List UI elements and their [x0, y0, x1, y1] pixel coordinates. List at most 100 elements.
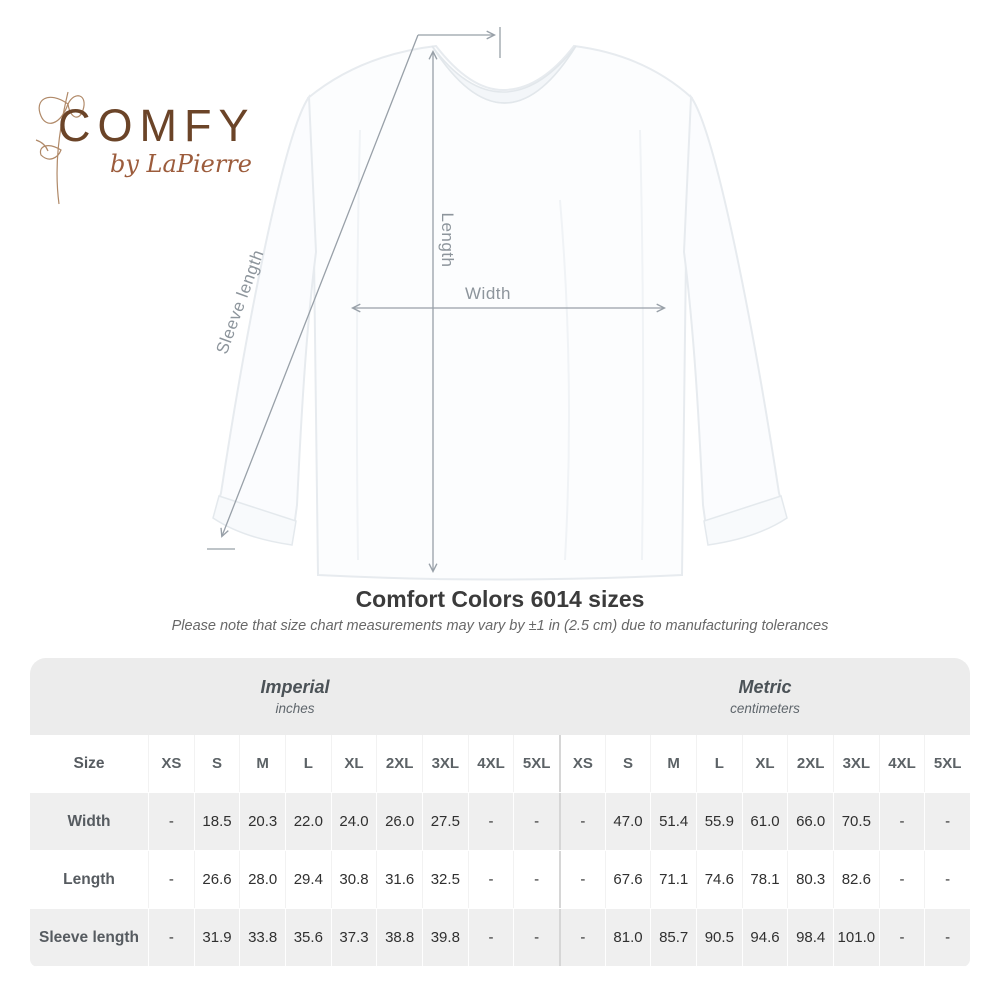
measurement-cell: 78.1	[741, 851, 788, 908]
size-column-header: Size	[73, 754, 105, 772]
shirt-body	[306, 44, 694, 581]
size-chart-table: Imperial inches Metric centimeters Size …	[30, 658, 970, 967]
size-col-header: 4XL	[467, 735, 514, 792]
measurement-cell: -	[924, 851, 970, 908]
measurement-cell: -	[513, 909, 559, 966]
size-col-header: 3XL	[833, 735, 879, 792]
measurement-cell: -	[559, 793, 605, 850]
measurement-cell: 90.5	[696, 909, 742, 966]
measurement-cell: 71.1	[650, 851, 696, 908]
size-col-header: 2XL	[787, 735, 833, 792]
size-col-header: S	[604, 735, 651, 792]
measurement-cell: -	[467, 793, 514, 850]
measurement-cell: -	[513, 851, 559, 908]
logo-subtitle: by LaPierre	[110, 150, 252, 178]
size-header-row: Size XS S M L XL 2XL 3XL 4XL 5XL XS S M L XL 2XL 3XL 4XL…	[30, 735, 970, 792]
table-row-width: Width -18.5 20.3 22.0 24.0 26.0 27.5- - -47.0 51…	[30, 792, 970, 851]
measurement-cell: -	[924, 909, 970, 966]
measurement-cell: 38.8	[376, 909, 422, 966]
measurement-cell: -	[467, 851, 514, 908]
measurement-cell: -	[148, 793, 194, 850]
size-col-header: XL	[330, 735, 377, 792]
measurement-cell: 18.5	[193, 793, 240, 850]
row-label-sleeve-length: Sleeve length	[39, 928, 139, 946]
measurement-cell: 33.8	[239, 909, 285, 966]
measurement-cell: -	[148, 851, 194, 908]
size-col-header: M	[239, 735, 285, 792]
measurement-cell: 27.5	[422, 793, 468, 850]
unit-group-band: Imperial inches Metric centimeters	[30, 658, 970, 735]
size-col-header: XL	[741, 735, 788, 792]
measurement-cell: 37.3	[330, 909, 377, 966]
measurement-cell: -	[467, 909, 514, 966]
measurement-cell: 74.6	[696, 851, 742, 908]
size-col-header: S	[193, 735, 240, 792]
size-col-header: 2XL	[376, 735, 422, 792]
row-label-width: Width	[67, 812, 111, 830]
measurement-cell: -	[878, 851, 925, 908]
shirt-creases	[355, 129, 645, 561]
measurement-cell: -	[513, 793, 559, 850]
size-col-header: 4XL	[878, 735, 925, 792]
measurement-cell: 28.0	[239, 851, 285, 908]
measurement-cell: -	[878, 909, 925, 966]
shirt-right-cuff	[703, 495, 788, 546]
measurement-cell: 47.0	[604, 793, 651, 850]
table-row-sleeve-length: Sleeve length -31.9 33.8 35.6 37.3 38.8 39.8-…	[30, 908, 970, 967]
metric-group-header: Metric centimeters	[560, 658, 970, 735]
measurement-cell: 85.7	[650, 909, 696, 966]
imperial-label: Imperial	[260, 677, 330, 697]
measurement-cell: 20.3	[239, 793, 285, 850]
measurement-cell: -	[559, 851, 605, 908]
tolerance-note: Please note that size chart measurements…	[171, 618, 829, 634]
measurement-cell: 24.0	[330, 793, 377, 850]
shirt-right-sleeve	[682, 94, 784, 529]
measurement-lines	[207, 27, 667, 574]
size-col-header: XS	[559, 735, 605, 792]
measurement-cell: 70.5	[833, 793, 879, 850]
size-col-header: L	[285, 735, 331, 792]
measurement-cell: -	[878, 793, 925, 850]
width-measure-label: Width	[465, 284, 511, 303]
measurement-cell: -	[148, 909, 194, 966]
measurement-cell: 26.0	[376, 793, 422, 850]
measurement-cell: 98.4	[787, 909, 833, 966]
measurement-cell: -	[559, 909, 605, 966]
measurement-cell: 29.4	[285, 851, 331, 908]
measurement-cell: 51.4	[650, 793, 696, 850]
measurement-cell: 35.6	[285, 909, 331, 966]
measurement-cell: 81.0	[604, 909, 651, 966]
length-measure-label: Length	[438, 212, 457, 268]
row-label-length: Length	[63, 870, 115, 888]
measurement-cell: 31.6	[376, 851, 422, 908]
metric-unit-label: centimeters	[730, 701, 800, 716]
measurement-cell: 30.8	[330, 851, 377, 908]
page-title: Comfort Colors 6014 sizes	[355, 586, 645, 612]
measurement-cell: 55.9	[696, 793, 742, 850]
metric-label: Metric	[738, 677, 792, 697]
shirt-left-cuff	[212, 495, 297, 546]
size-col-header: XS	[148, 735, 194, 792]
size-col-header: 3XL	[422, 735, 468, 792]
size-col-header: 5XL	[924, 735, 970, 792]
measurement-cell: -	[924, 793, 970, 850]
size-col-header: M	[650, 735, 696, 792]
measurement-cell: 101.0	[833, 909, 879, 966]
shirt-measurement-diagram: Length Width Sleeve length	[207, 27, 788, 581]
measurement-cell: 39.8	[422, 909, 468, 966]
size-col-header: 5XL	[513, 735, 559, 792]
imperial-unit-label: inches	[275, 701, 315, 716]
measurement-cell: 26.6	[193, 851, 240, 908]
brand-logo: COMFY by LaPierre	[28, 86, 268, 206]
measurement-cell: 32.5	[422, 851, 468, 908]
measurement-cell: 94.6	[741, 909, 788, 966]
table-row-length: Length -26.6 28.0 29.4 30.8 31.6 32.5- - -67.6 7…	[30, 851, 970, 908]
shirt-illustration	[207, 27, 788, 581]
measurement-cell: 31.9	[193, 909, 240, 966]
shirt-collar-seam	[431, 45, 577, 104]
logo-title: COMFY	[58, 100, 256, 151]
measurement-cell: 80.3	[787, 851, 833, 908]
measurement-cell: 66.0	[787, 793, 833, 850]
size-col-header: L	[696, 735, 742, 792]
